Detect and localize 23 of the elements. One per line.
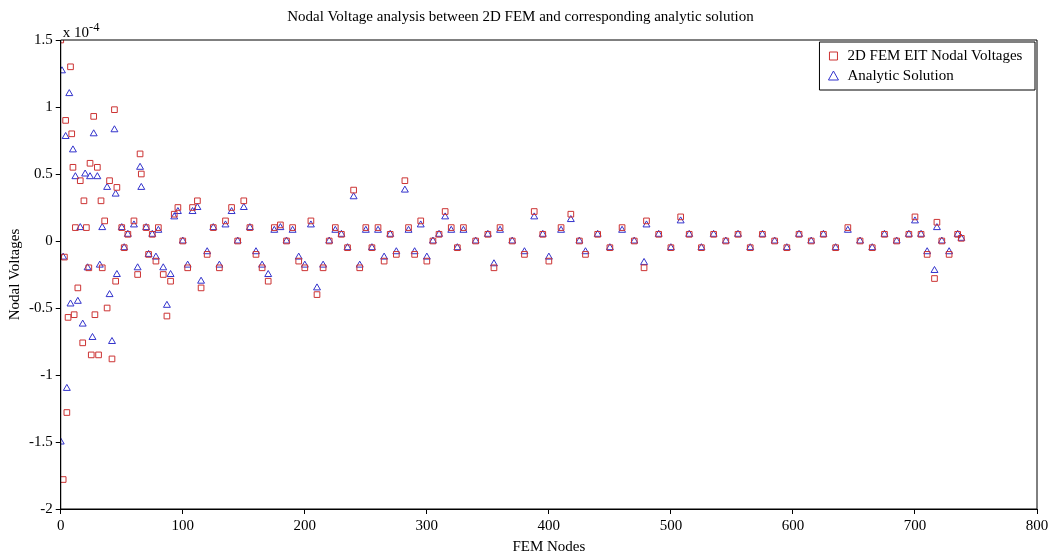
x-tick-label: 500 [659,516,683,533]
y-tick-label: -1.5 [29,432,53,449]
legend-label: Analytic Solution [847,66,955,83]
legend-label: 2D FEM EIT Nodal Voltages [847,46,1023,63]
y-tick-label: 1.5 [34,30,53,47]
x-tick-label: 0 [57,516,65,533]
x-tick-label: 600 [781,516,805,533]
x-tick-label: 800 [1025,516,1049,533]
y-tick-label: -2 [40,499,53,516]
x-tick-label: 300 [415,516,439,533]
x-tick-label: 100 [171,516,195,533]
y-tick-label: 0 [45,231,53,248]
x-tick-label: 400 [537,516,561,533]
x-tick-label: 700 [903,516,927,533]
y-axis-title: Nodal Voltages [5,228,22,321]
y-tick-label: -0.5 [29,298,53,315]
text: x 10$^{-4}$ [62,20,100,41]
y-tick-label: 0.5 [34,164,53,181]
chart-title: Nodal Voltage analysis between 2D FEM and corresponding analytic solution [287,7,755,24]
x-tick-label: 200 [293,516,317,533]
x-axis-title: FEM Nodes [512,537,586,554]
y-tick-label: -1 [40,365,53,382]
y-tick-label: 1 [45,97,53,114]
